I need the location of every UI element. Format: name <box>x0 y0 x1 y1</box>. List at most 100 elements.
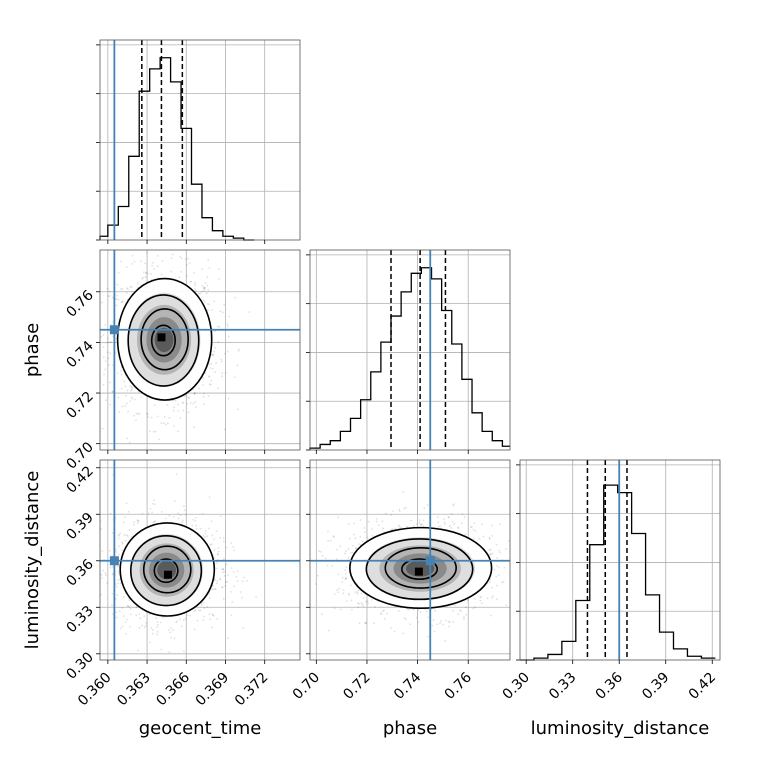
sample-point <box>594 589 596 591</box>
hist-frame-luminosity_distance <box>519 459 721 661</box>
sample-point <box>432 619 435 621</box>
sample-point <box>222 568 225 571</box>
sample-point <box>216 617 219 620</box>
xtick-label-phase-0: 0.70 <box>290 670 323 703</box>
sample-point <box>353 533 355 536</box>
sample-point <box>512 558 514 560</box>
sample-point <box>176 620 179 623</box>
sample-point <box>208 375 211 378</box>
sample-point <box>116 594 119 596</box>
sample-point <box>208 375 211 377</box>
sample-point <box>115 337 118 340</box>
sample-point <box>111 604 113 607</box>
sample-point <box>319 551 322 553</box>
sample-point <box>177 517 180 520</box>
sample-point <box>321 554 324 557</box>
sample-point <box>524 556 526 558</box>
sample-point <box>375 520 378 523</box>
sample-point <box>219 577 221 580</box>
sample-point <box>183 509 186 511</box>
sample-point <box>100 593 102 596</box>
sample-point <box>137 519 140 522</box>
sample-point <box>202 287 205 290</box>
sample-point <box>220 360 223 363</box>
sample-point <box>183 505 185 508</box>
sample-point <box>177 409 180 412</box>
sample-point <box>358 543 360 546</box>
sample-point <box>217 268 220 270</box>
sample-point <box>133 398 136 401</box>
sample-point <box>453 604 456 607</box>
sample-point <box>356 592 359 595</box>
sample-point <box>179 514 182 517</box>
sample-point <box>158 438 160 441</box>
sample-point <box>97 610 99 612</box>
sample-point <box>151 264 153 267</box>
sample-point <box>145 271 148 274</box>
sample-point <box>356 591 359 593</box>
sample-point <box>214 371 217 373</box>
sample-point <box>164 517 167 520</box>
sample-point <box>131 397 134 400</box>
sample-point <box>222 540 225 543</box>
sample-point <box>329 539 332 542</box>
sample-point <box>361 540 364 543</box>
sample-point <box>515 519 517 521</box>
sample-point <box>518 583 520 585</box>
xaxis-title-geocent_time: geocent_time <box>139 718 262 739</box>
sample-point <box>132 523 135 526</box>
sample-point <box>226 580 229 583</box>
sample-point <box>115 298 118 301</box>
sample-point <box>137 282 140 285</box>
sample-point <box>308 594 310 596</box>
sample-point <box>398 508 401 511</box>
sample-point <box>445 619 447 622</box>
sample-point <box>221 586 224 589</box>
sample-point <box>182 650 185 653</box>
sample-point <box>186 614 189 617</box>
sample-point <box>379 612 382 615</box>
sample-point <box>171 253 174 256</box>
sample-point <box>122 596 125 599</box>
sample-point <box>149 507 152 510</box>
sample-point <box>213 556 216 559</box>
sample-point <box>460 522 463 525</box>
sample-point <box>219 578 222 581</box>
sample-point <box>109 352 111 355</box>
sample-point <box>357 589 360 592</box>
sample-point <box>489 553 492 556</box>
ytick-label-phase-2: 0.74 <box>63 338 96 371</box>
sample-point <box>102 569 105 572</box>
sample-point <box>124 632 127 635</box>
contour-line-2-3 <box>401 558 439 581</box>
sample-point <box>224 584 227 587</box>
sample-point <box>481 602 483 605</box>
sample-point <box>133 414 135 417</box>
sample-point <box>474 530 477 533</box>
sample-point <box>211 367 214 370</box>
sample-point <box>364 621 367 624</box>
sample-point <box>197 292 200 295</box>
sample-point <box>478 538 481 540</box>
sample-point <box>367 520 370 523</box>
sample-point <box>512 600 514 602</box>
sample-point <box>202 619 205 622</box>
sample-point <box>125 502 128 505</box>
sample-point <box>453 523 456 525</box>
contour-line-0-1 <box>127 294 200 387</box>
sample-point <box>142 276 144 279</box>
sample-point <box>175 621 178 624</box>
sample-point <box>367 602 369 605</box>
sample-point <box>241 596 244 599</box>
sample-point <box>178 276 181 279</box>
sample-point <box>135 412 138 415</box>
sample-point <box>203 301 206 303</box>
sample-point <box>350 584 352 587</box>
sample-point <box>373 622 375 625</box>
sample-point <box>448 516 450 519</box>
sample-point <box>185 258 187 261</box>
sample-point <box>203 615 205 618</box>
sample-point <box>348 523 350 526</box>
sample-point <box>413 525 415 527</box>
sample-point <box>215 582 218 585</box>
